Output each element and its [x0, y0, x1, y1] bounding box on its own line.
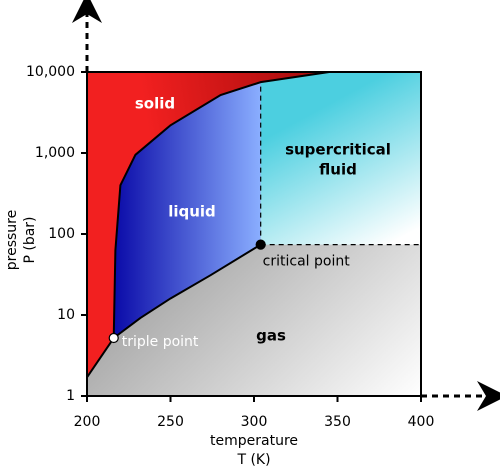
region-label: solid — [135, 95, 175, 113]
solid-region — [87, 72, 330, 378]
phase-boundary — [113, 243, 262, 339]
point-label: critical point — [263, 254, 351, 270]
x-label: temperature — [210, 433, 298, 449]
region-label: fluid — [319, 161, 357, 179]
region-label: liquid — [168, 203, 216, 221]
x-tick-label: 200 — [74, 414, 101, 430]
y-tick-label: 1 — [66, 388, 75, 404]
region-label: gas — [256, 327, 286, 345]
x-tick-label: 350 — [324, 414, 351, 430]
x-label: T (K) — [236, 452, 270, 468]
liquid-region — [113, 82, 261, 339]
phase-boundary — [112, 71, 330, 339]
y-tick-label: 1,000 — [35, 145, 75, 161]
x-tick-label: 300 — [241, 414, 268, 430]
y-tick-label: 10,000 — [26, 64, 75, 80]
phase-boundary — [86, 337, 115, 378]
region-label: supercritical — [285, 141, 391, 159]
point — [108, 332, 119, 344]
x-tick-label: 400 — [408, 414, 435, 430]
plot: triple point critical point solid liquid sup… — [86, 71, 422, 397]
y-tick-label: 10 — [57, 307, 75, 323]
y-tick-label: 100 — [48, 226, 75, 242]
y-label: pressure — [4, 210, 20, 270]
x-tick-label: 250 — [157, 414, 184, 430]
point-label: triple point — [122, 334, 199, 350]
y-label: P (bar) — [22, 216, 38, 263]
point — [255, 239, 266, 250]
supercritical-region — [260, 72, 421, 245]
